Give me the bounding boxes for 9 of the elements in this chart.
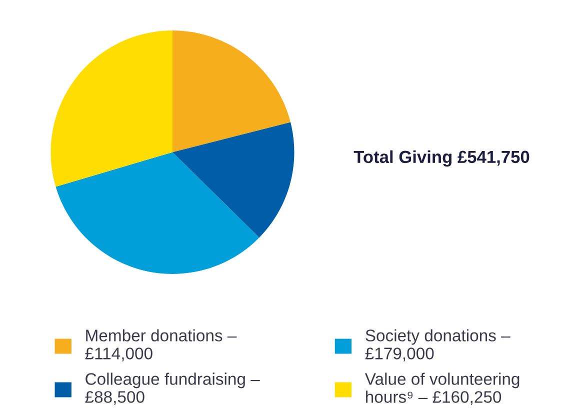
pie-slice: [172, 122, 294, 238]
text: Total Giving £541,750: [354, 150, 530, 167]
pie-slice: [50, 30, 172, 187]
legend-label: Colleague fundraising – £88,500: [85, 372, 260, 405]
legend-label: Value of volunteering hours⁹ – £160,250: [364, 372, 520, 405]
legend-label: Member donations – £114,000: [85, 329, 237, 362]
pie-slice: [172, 30, 291, 152]
legend-label: Society donations – £179,000: [365, 329, 510, 362]
pie-slice: [56, 152, 260, 274]
